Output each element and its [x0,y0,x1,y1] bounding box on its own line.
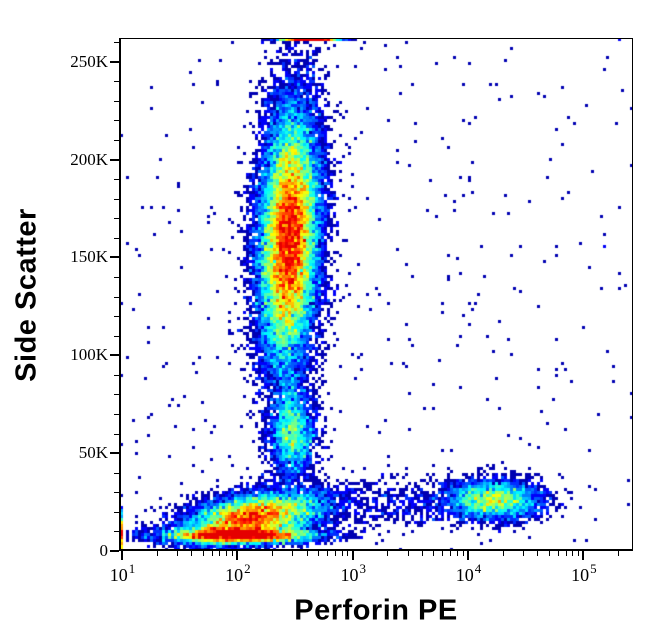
plot-area [119,38,633,551]
x-tick-major [351,551,354,560]
x-tick-base: 10 [571,565,590,585]
y-tick-major [110,452,119,455]
x-tick-minor [341,551,343,556]
y-tick-major [110,158,119,161]
x-tick-minor [292,551,294,556]
x-tick-label: 102 [207,561,267,586]
x-tick-exponent: 4 [474,561,482,576]
x-tick-minor [211,551,213,556]
x-tick-base: 10 [109,565,128,585]
x-tick-minor [191,551,193,556]
y-tick-major [110,550,119,552]
x-tick-label: 104 [438,561,498,586]
y-axis-label: Side Scatter [10,208,43,382]
x-tick-major [236,551,239,560]
x-axis-label: Perforin PE [294,594,458,627]
x-tick-minor [442,551,444,556]
x-tick-minor [202,551,204,556]
x-tick-exponent: 1 [128,561,136,576]
y-tick-major [110,60,119,63]
x-tick-minor [327,551,329,556]
x-tick-minor [433,551,435,556]
x-tick-minor [456,551,458,556]
x-tick-label: 103 [323,561,383,586]
x-tick-minor [219,551,221,556]
x-tick-minor [226,551,228,556]
y-tick-label: 0 [99,541,109,560]
x-tick-minor [548,551,550,556]
x-tick-base: 10 [455,565,474,585]
x-tick-minor [407,551,409,556]
x-tick-minor [422,551,424,556]
y-tick-label: 200K [70,149,108,169]
x-tick-minor [272,551,274,556]
x-tick-label: 105 [553,561,613,586]
x-tick-major [467,551,470,560]
x-tick-minor [565,551,567,556]
x-tick-minor [306,551,308,556]
x-tick-minor [502,551,504,556]
x-tick-minor [618,551,620,556]
y-tick-major [110,354,119,357]
x-tick-minor [232,551,234,556]
y-tick-major [110,256,119,259]
x-tick-minor [557,551,559,556]
y-tick-label: 50K [78,443,108,463]
x-tick-minor [578,551,580,556]
x-tick-exponent: 5 [590,561,597,576]
x-tick-minor [387,551,389,556]
x-tick-minor [572,551,574,556]
x-tick-minor [462,551,464,556]
x-tick-minor [334,551,336,556]
x-tick-minor [317,551,319,556]
x-tick-major [120,551,123,560]
x-tick-minor [347,551,349,556]
x-tick-exponent: 2 [244,561,251,576]
x-tick-exponent: 3 [359,561,366,576]
x-tick-minor [450,551,452,556]
x-tick-label: 101 [92,561,152,586]
density-scatter-canvas [121,39,632,549]
x-tick-minor [523,551,525,556]
x-tick-major [582,551,585,560]
x-tick-minor [156,551,158,556]
x-tick-minor [537,551,539,556]
x-tick-minor [177,551,179,556]
x-tick-base: 10 [225,565,244,585]
x-tick-base: 10 [340,565,359,585]
y-tick-label: 250K [70,51,108,71]
